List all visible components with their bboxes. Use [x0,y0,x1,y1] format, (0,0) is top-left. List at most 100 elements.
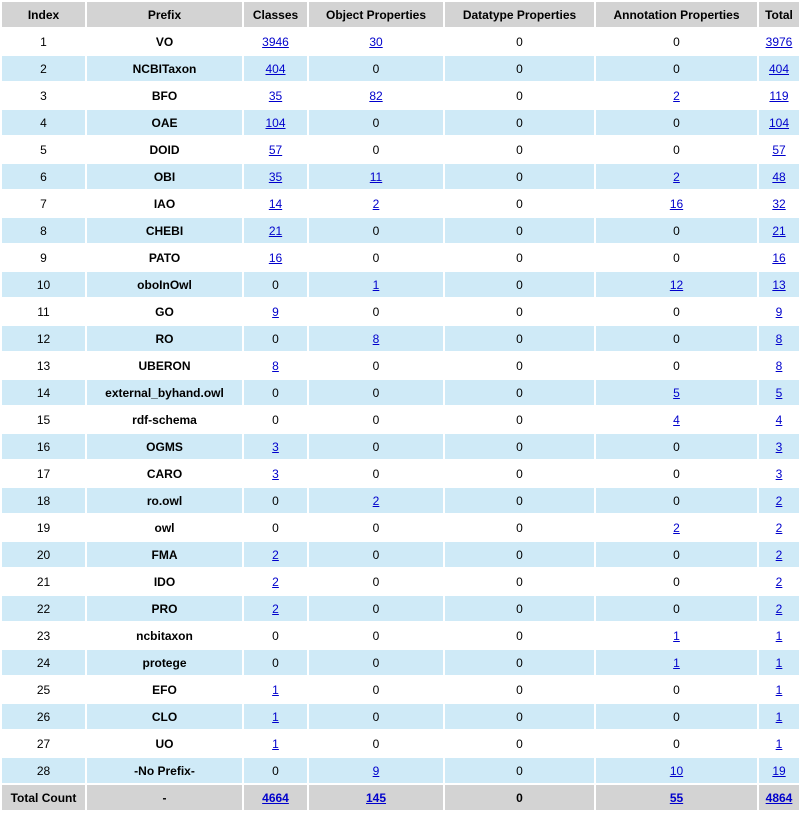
header-annotation-properties: Annotation Properties [596,2,757,27]
classes-link[interactable]: 9 [272,304,279,319]
cell-object-properties: 30 [309,29,443,54]
table-footer: Total Count - 4664 145 0 55 4864 [2,785,799,810]
cell-index: 18 [2,488,85,513]
classes-link[interactable]: 14 [268,196,283,211]
table-row: 10 oboInOwl 0 1 0 12 13 [2,272,799,297]
total-link[interactable]: 2 [775,547,783,562]
total-link[interactable]: 3976 [765,34,793,49]
cell-prefix: ro.owl [87,488,242,513]
cell-annotation-properties: 16 [596,191,757,216]
total-link[interactable]: 5 [775,385,783,400]
annotation-properties-link[interactable]: 2 [673,169,680,184]
classes-link[interactable]: 1 [272,709,279,724]
classes-link[interactable]: 2 [272,601,279,616]
total-link[interactable]: 13 [772,277,786,292]
object-properties-link[interactable]: 9 [372,763,380,778]
object-properties-link[interactable]: 1 [372,277,380,292]
classes-link[interactable]: 16 [268,250,283,265]
total-link[interactable]: 1 [775,682,783,697]
annotation-properties-link[interactable]: 12 [669,277,684,292]
total-annotation-link[interactable]: 55 [669,790,684,805]
classes-link[interactable]: 2 [272,547,279,562]
classes-link[interactable]: 57 [268,142,283,157]
classes-link[interactable]: 404 [265,61,286,76]
total-link[interactable]: 9 [775,304,783,319]
annotation-properties-link[interactable]: 1 [673,655,680,670]
classes-link[interactable]: 35 [268,88,283,103]
classes-link[interactable]: 2 [272,574,279,589]
cell-total: 3 [759,461,799,486]
total-link[interactable]: 404 [768,61,790,76]
total-link[interactable]: 21 [772,223,786,238]
total-link[interactable]: 4 [775,412,783,427]
annotation-properties-link[interactable]: 4 [673,412,680,427]
classes-link[interactable]: 21 [268,223,283,238]
annotation-properties-link[interactable]: 1 [673,628,680,643]
total-object-link[interactable]: 145 [365,790,387,805]
cell-annotation-properties: 2 [596,83,757,108]
classes-link[interactable]: 3 [272,466,279,481]
total-link[interactable]: 1 [775,709,783,724]
annotation-properties-link[interactable]: 16 [669,196,684,211]
cell-datatype-properties: 0 [445,731,594,756]
cell-prefix: UBERON [87,353,242,378]
object-properties-link[interactable]: 82 [369,88,383,103]
total-link[interactable]: 1 [775,628,783,643]
total-link[interactable]: 104 [768,115,790,130]
cell-annotation-properties: 0 [596,326,757,351]
total-link[interactable]: 2 [775,601,783,616]
table-row: 6 OBI 35 11 0 2 48 [2,164,799,189]
annotation-properties-link[interactable]: 5 [673,385,680,400]
total-link[interactable]: 8 [775,331,783,346]
total-link[interactable]: 119 [769,88,789,103]
total-link[interactable]: 1 [775,655,783,670]
total-link[interactable]: 32 [772,196,786,211]
total-link[interactable]: 3 [775,466,783,481]
annotation-properties-link[interactable]: 2 [673,520,680,535]
object-properties-link[interactable]: 30 [369,34,383,49]
cell-classes: 2 [244,569,307,594]
cell-datatype-properties: 0 [445,677,594,702]
object-properties-link[interactable]: 2 [372,493,380,508]
cell-datatype-properties: 0 [445,407,594,432]
cell-total: 104 [759,110,799,135]
cell-object-properties: 0 [309,542,443,567]
total-link[interactable]: 8 [775,358,783,373]
cell-index: 12 [2,326,85,351]
total-link[interactable]: 2 [775,520,783,535]
cell-classes: 0 [244,407,307,432]
classes-link[interactable]: 1 [272,682,279,697]
cell-object-properties: 9 [309,758,443,783]
total-link[interactable]: 19 [772,763,786,778]
cell-prefix: DOID [87,137,242,162]
table-row: 15 rdf-schema 0 0 0 4 4 [2,407,799,432]
annotation-properties-link[interactable]: 2 [673,88,680,103]
total-classes-link[interactable]: 4664 [262,790,289,805]
cell-object-properties: 0 [309,407,443,432]
cell-classes: 0 [244,515,307,540]
total-link[interactable]: 57 [772,142,786,157]
cell-annotation-properties: 2 [596,515,757,540]
classes-link[interactable]: 1 [272,736,279,751]
object-properties-link[interactable]: 8 [372,331,380,346]
cell-index: 26 [2,704,85,729]
cell-index: 6 [2,164,85,189]
header-prefix: Prefix [87,2,242,27]
cell-total: 1 [759,650,799,675]
total-link[interactable]: 16 [772,250,786,265]
classes-link[interactable]: 35 [268,169,283,184]
object-properties-link[interactable]: 11 [369,169,383,184]
total-link[interactable]: 2 [775,493,783,508]
classes-link[interactable]: 8 [272,358,279,373]
total-link[interactable]: 1 [775,736,783,751]
total-link[interactable]: 48 [772,169,786,184]
classes-link[interactable]: 104 [265,115,286,130]
total-total-link[interactable]: 4864 [765,790,793,805]
cell-annotation-properties: 4 [596,407,757,432]
annotation-properties-link[interactable]: 10 [669,763,684,778]
classes-link[interactable]: 3 [272,439,279,454]
object-properties-link[interactable]: 2 [372,196,380,211]
total-link[interactable]: 3 [775,439,783,454]
classes-link[interactable]: 3946 [262,34,289,49]
total-link[interactable]: 2 [775,574,783,589]
